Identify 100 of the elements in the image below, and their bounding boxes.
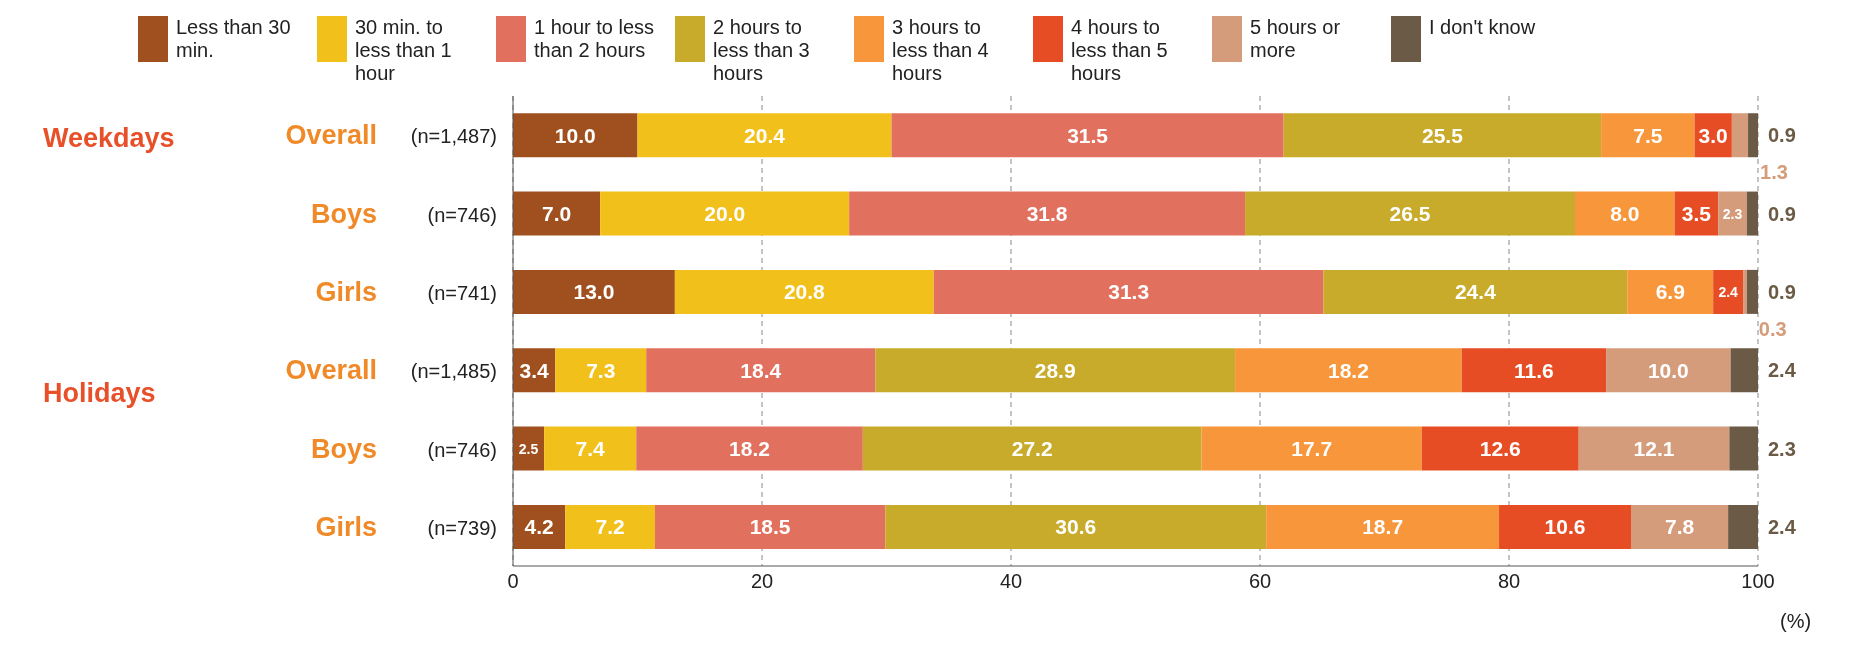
data-label: 8.0 [1610,202,1640,226]
text: Holidays [43,377,156,409]
data-label: 31.3 [1108,280,1150,304]
bar [1499,504,1632,549]
bar [1718,191,1747,236]
data-label: 0.3 [1758,317,1787,340]
bar [1606,348,1731,393]
legend-label: 1 hour to less than 2 hours [534,16,656,62]
data-label: 18.7 [1362,515,1404,539]
data-label: 18.4 [740,358,782,382]
bar [1421,426,1579,471]
bar [1748,113,1758,158]
data-label: 7.4 [575,437,606,461]
legend-label: 2 hours to less than 3 hours [713,16,811,85]
bar [636,426,863,471]
category-label: Girls (n=741) [315,276,497,307]
x-tick-label: 40 [999,570,1023,593]
bar [1627,269,1714,314]
bar [1743,269,1747,314]
data-label: 2.4 [1718,283,1739,300]
bar [513,269,675,314]
category-label: Overall (n=1,487) [285,120,497,151]
data-label: 13.0 [573,280,615,304]
x-tick-label: 0 [507,570,519,593]
data-label: 11.6 [1514,358,1554,382]
x-axis-title: (%) [1780,610,1812,633]
legend-label: 5 hours or more [1250,16,1342,62]
data-label: 12.1 [1633,437,1675,461]
category-label: Boys (n=746) [310,433,497,464]
legend-label: I don't know [1429,16,1537,39]
bar [654,504,886,549]
category-label: Girls (n=739) [315,511,497,542]
x-tick-label: 20 [750,570,774,593]
data-label: 18.5 [749,515,791,539]
bar [600,191,850,236]
data-label: 7.2 [595,515,625,539]
bar [1746,191,1758,236]
category-label: Overall (n=1,485) [285,355,497,386]
legend-label: 30 min. to less than 1 hour [355,16,453,85]
bar [1729,426,1758,471]
data-label: 31.8 [1026,202,1068,226]
data-label: 27.2 [1011,437,1053,461]
bar [1283,113,1602,158]
bar [674,269,934,314]
bar [1578,426,1730,471]
bar [885,504,1267,549]
x-tick-label: 100 [1741,570,1775,593]
data-label: 25.5 [1421,123,1464,147]
data-label: 7.0 [541,202,572,226]
bar [637,113,892,158]
data-label: 7.8 [1664,515,1695,539]
bar [513,113,638,158]
data-label: 12.6 [1479,437,1521,461]
data-label: 7.5 [1633,123,1663,147]
data-label: 20.8 [783,280,826,304]
bar [513,191,601,236]
bar [849,191,1246,236]
legend-label: Less than 30 min. [176,16,292,62]
data-label: 2.4 [1768,359,1797,382]
text: Weekdays [43,122,175,154]
bar [933,269,1324,314]
data-label: 24.4 [1454,280,1497,304]
bar [555,348,647,393]
bar [1728,504,1758,549]
bar [1235,348,1462,393]
data-label: 30.6 [1055,515,1097,539]
data-label: 26.5 [1389,202,1431,226]
bar [1323,269,1628,314]
bar [1201,426,1422,471]
bar [1245,191,1575,236]
data-label: 17.7 [1291,437,1333,461]
data-label: 10.6 [1544,515,1586,539]
data-label: 18.2 [1327,358,1369,382]
data-label: 1.3 [1760,161,1788,184]
data-label: 0.9 [1768,124,1796,147]
data-label: 3.4 [519,358,550,382]
bar [862,426,1202,471]
data-label: 7.3 [586,358,616,382]
bar [1713,269,1744,314]
bar [1574,191,1675,236]
data-label: 2.5 [518,440,539,457]
bar [1601,113,1695,158]
bar [646,348,876,393]
data-label: 31.5 [1067,123,1109,147]
bar [565,504,655,549]
data-label: 0.9 [1768,280,1796,303]
bar [544,426,637,471]
bar [1631,504,1729,549]
x-tick-label: 60 [1248,570,1272,593]
data-label: 2.4 [1768,515,1797,538]
data-label: 3.5 [1681,202,1712,226]
data-label: 18.2 [729,437,770,461]
data-label: 10.0 [554,123,596,147]
data-label: 2.3 [1768,437,1796,460]
bar [891,113,1284,158]
x-tick-label: 80 [1497,570,1521,593]
category-label: Boys (n=746) [310,198,497,229]
bar [875,348,1236,393]
data-label: 28.9 [1034,358,1076,382]
bar [1461,348,1607,393]
